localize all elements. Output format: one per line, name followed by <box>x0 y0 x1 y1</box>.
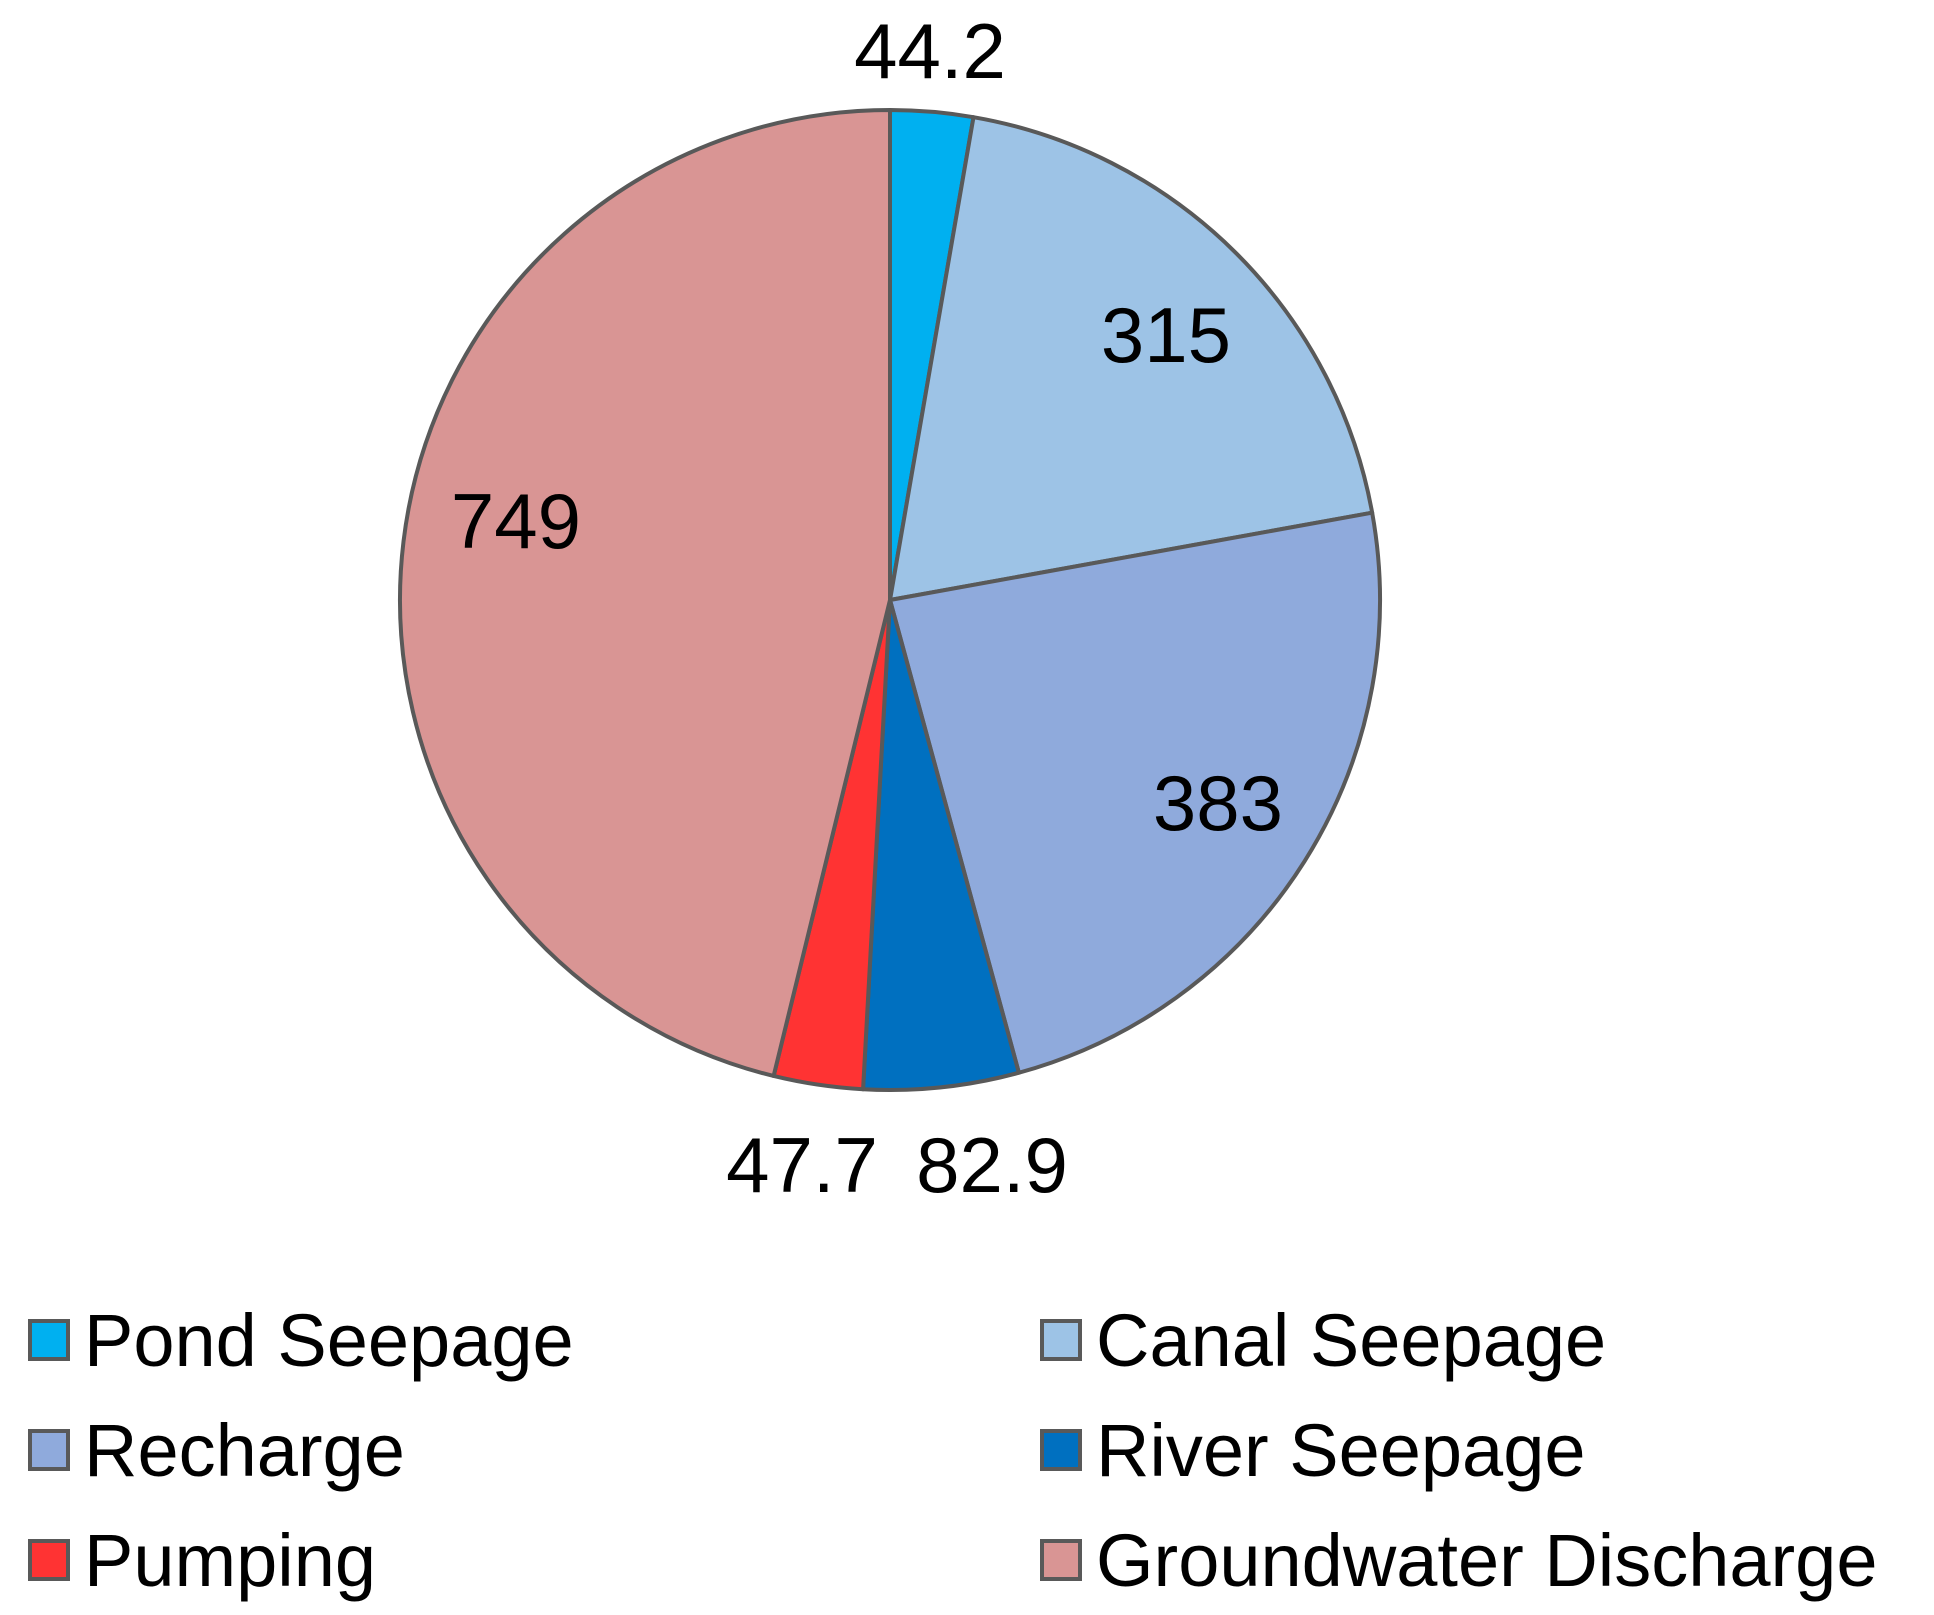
legend-swatch <box>1040 1539 1082 1581</box>
legend-swatch <box>1040 1429 1082 1471</box>
legend-item-river-seepage: River Seepage <box>1040 1400 1586 1500</box>
pie-data-labels: 44.2 315 383 82.9 47.7 749 <box>451 7 1283 1209</box>
legend-item-pond-seepage: Pond Seepage <box>28 1290 574 1390</box>
legend-item-groundwater-discharge: Groundwater Discharge <box>1040 1510 1877 1610</box>
pie-slice-river-seepage <box>861 598 1021 1092</box>
legend-item-recharge: Recharge <box>28 1400 405 1500</box>
legend-swatch <box>28 1429 70 1471</box>
legend-swatch <box>1040 1319 1082 1361</box>
pie-slice-canal-seepage <box>888 115 1375 602</box>
data-label-groundwater-discharge: 749 <box>451 477 581 565</box>
legend-swatch <box>28 1539 70 1581</box>
legend-label: River Seepage <box>1096 1408 1586 1492</box>
legend-label: Groundwater Discharge <box>1096 1518 1878 1602</box>
legend-label: Recharge <box>84 1408 405 1492</box>
legend-label: Pond Seepage <box>84 1298 574 1382</box>
pie-slices <box>398 108 1382 1092</box>
data-label-canal-seepage: 315 <box>1101 291 1231 379</box>
data-label-pumping: 47.7 <box>726 1121 878 1209</box>
pie-slice-recharge <box>888 510 1382 1075</box>
legend-item-pumping: Pumping <box>28 1510 376 1610</box>
data-label-pond-seepage: 44.2 <box>854 7 1006 95</box>
legend-label: Canal Seepage <box>1096 1298 1607 1382</box>
legend-item-canal-seepage: Canal Seepage <box>1040 1290 1606 1390</box>
data-label-recharge: 383 <box>1153 759 1283 847</box>
data-label-river-seepage: 82.9 <box>916 1121 1068 1209</box>
legend-swatch <box>28 1319 70 1361</box>
legend-label: Pumping <box>84 1518 377 1602</box>
pie-slice-groundwater-discharge <box>398 108 892 1078</box>
